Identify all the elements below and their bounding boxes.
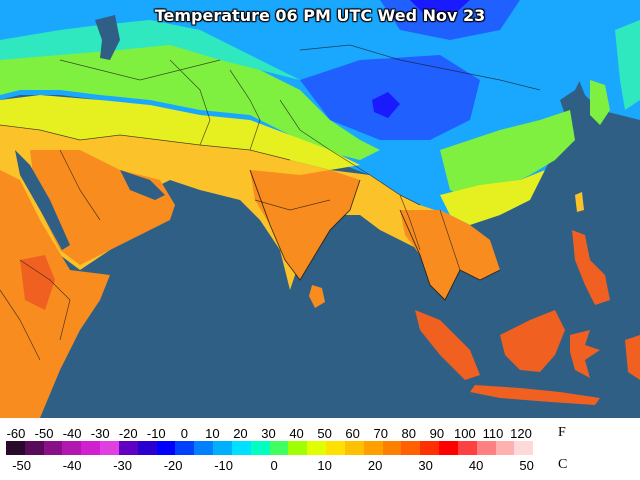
fahrenheit-tick: 90 xyxy=(429,426,445,441)
taiwan xyxy=(575,192,584,212)
color-swatch xyxy=(118,441,139,455)
celsius-tick: -40 xyxy=(62,458,82,473)
java xyxy=(470,385,600,405)
fahrenheit-tick: 0 xyxy=(180,426,188,441)
coastline xyxy=(249,169,501,301)
india-warm xyxy=(250,170,360,280)
color-swatch xyxy=(269,441,289,455)
color-swatch xyxy=(62,441,82,455)
color-swatch xyxy=(457,441,478,455)
northeast-cold xyxy=(380,0,520,40)
celsius-tick: -30 xyxy=(113,458,133,473)
color-swatch xyxy=(231,441,252,455)
africa-warm xyxy=(0,170,110,418)
celsius-tick: -20 xyxy=(163,458,183,473)
color-swatch xyxy=(326,441,346,455)
yellow-band xyxy=(0,95,360,170)
red-sea xyxy=(15,150,70,250)
color-swatch xyxy=(514,441,534,455)
color-swatch xyxy=(439,441,459,455)
fahrenheit-tick: -20 xyxy=(118,426,138,441)
borneo xyxy=(500,310,565,372)
celsius-unit-label: C xyxy=(558,457,568,472)
celsius-tick: 30 xyxy=(418,458,433,473)
fahrenheit-tick: 10 xyxy=(205,426,220,441)
sulawesi xyxy=(570,330,600,378)
persian-gulf xyxy=(120,170,165,200)
fahrenheit-tick: 20 xyxy=(233,426,248,441)
color-swatch xyxy=(288,441,308,455)
celsius-tick: 10 xyxy=(317,458,332,473)
color-swatch xyxy=(81,441,101,455)
celsius-tick: 50 xyxy=(519,458,534,473)
fahrenheit-tick: 120 xyxy=(510,426,532,441)
celsius-tick: 20 xyxy=(367,458,383,473)
color-swatch xyxy=(382,441,402,455)
color-swatch xyxy=(476,441,496,455)
yellow-band-east xyxy=(440,170,545,225)
teal-band xyxy=(0,20,300,80)
color-swatch xyxy=(420,441,440,455)
fahrenheit-tick: 50 xyxy=(317,426,332,441)
temperature-map xyxy=(0,0,640,418)
color-swatch xyxy=(194,441,214,455)
color-swatch xyxy=(100,441,120,455)
color-swatch xyxy=(495,441,515,455)
color-swatch xyxy=(24,441,45,455)
new-guinea xyxy=(625,335,640,380)
fahrenheit-tick: 100 xyxy=(454,426,476,441)
fahrenheit-tick: 110 xyxy=(482,426,504,441)
sumatra xyxy=(415,310,480,380)
color-swatch xyxy=(175,441,195,455)
color-swatch xyxy=(137,441,158,455)
color-swatch xyxy=(43,441,63,455)
philippines xyxy=(572,230,610,305)
temperature-legend: -60 -50 -40 -30 -20 -10 0 10 20 30 40 50 60 70 80 90 100… xyxy=(0,418,640,480)
fahrenheit-tick: -10 xyxy=(146,426,166,441)
celsius-tick: 40 xyxy=(468,458,484,473)
fahrenheit-tick: -60 xyxy=(6,426,26,441)
fahrenheit-tick: 70 xyxy=(373,426,388,441)
fahrenheit-tick: 40 xyxy=(289,426,304,441)
green-band-east xyxy=(440,110,575,200)
map-title: Temperature 06 PM UTC Wed Nov 23 xyxy=(154,6,486,25)
color-swatch xyxy=(250,441,271,455)
color-swatch xyxy=(213,441,233,455)
fahrenheit-tick: -30 xyxy=(90,426,110,441)
celsius-tick: 0 xyxy=(270,458,278,473)
africa-hot xyxy=(20,255,55,310)
color-swatch xyxy=(344,441,365,455)
sri-lanka xyxy=(309,285,325,308)
color-swatch xyxy=(401,441,421,455)
northeast-extreme xyxy=(410,0,470,18)
celsius-tick: -50 xyxy=(12,458,32,473)
fahrenheit-unit-label: F xyxy=(558,425,566,440)
korea xyxy=(590,80,610,125)
fahrenheit-tick: -50 xyxy=(34,426,54,441)
country-borders xyxy=(0,44,541,361)
color-swatch xyxy=(363,441,384,455)
color-swatch xyxy=(533,441,553,455)
celsius-tick: -10 xyxy=(214,458,234,473)
color-swatch xyxy=(307,441,327,455)
color-scale-bar xyxy=(6,441,553,455)
japan xyxy=(615,20,640,110)
fahrenheit-tick: 30 xyxy=(261,426,276,441)
fahrenheit-tick: 60 xyxy=(345,426,360,441)
green-band-west xyxy=(0,40,380,160)
color-swatch xyxy=(156,441,176,455)
color-swatch xyxy=(6,441,26,455)
fahrenheit-tick: -40 xyxy=(62,426,82,441)
caspian-sea xyxy=(95,15,120,60)
tibet-extreme-cold xyxy=(372,92,400,118)
fahrenheit-tick: 80 xyxy=(401,426,416,441)
